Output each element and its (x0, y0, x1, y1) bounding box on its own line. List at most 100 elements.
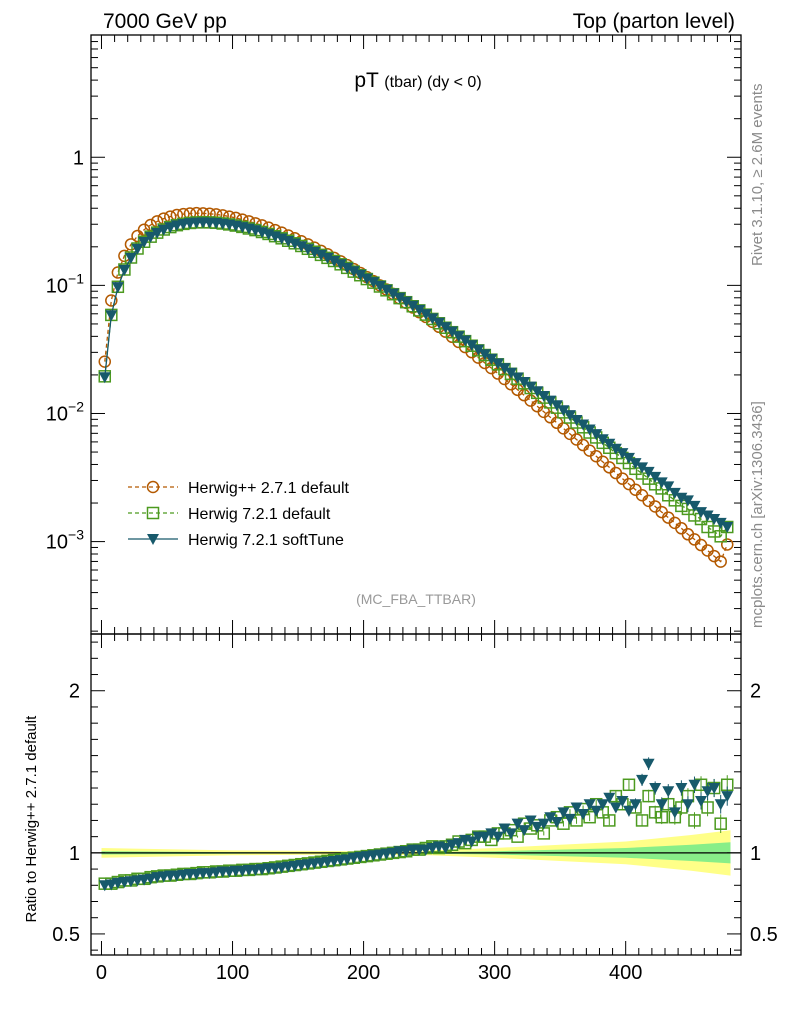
legend-entry: Herwig++ 2.7.1 default (128, 480, 350, 497)
data-point (531, 386, 544, 398)
legend-marker (146, 506, 160, 520)
data-point (596, 434, 609, 446)
data-point (341, 262, 354, 274)
mcplots-label: mcplots.cern.ch [arXiv:1306.3436] (749, 401, 766, 628)
ratio-point (629, 799, 642, 811)
data-point (124, 252, 137, 264)
data-point (151, 227, 164, 239)
data-point (688, 500, 701, 512)
data-point (550, 400, 563, 412)
data-point (459, 335, 472, 347)
data-point (577, 419, 590, 431)
ratio-point (655, 799, 668, 811)
ratio-point (616, 795, 629, 807)
ratio-point (649, 783, 662, 795)
data-point (373, 280, 386, 292)
ratio-point (668, 807, 681, 819)
data-point (491, 358, 504, 370)
ratio-point (439, 843, 452, 854)
data-point (583, 424, 596, 436)
ratio-point (557, 807, 570, 819)
data-point (655, 477, 668, 489)
ratio-y-tick-label-right: 2 (750, 681, 761, 703)
ratio-point (662, 786, 675, 798)
ratio-point (635, 814, 649, 827)
data-point (701, 510, 714, 522)
x-tick-label: 400 (609, 962, 642, 984)
data-point (419, 309, 432, 321)
data-point (426, 313, 439, 325)
data-point (334, 259, 347, 271)
ratio-point (701, 801, 714, 814)
y-tick-label: 10−1 (46, 270, 84, 297)
ratio-point (491, 831, 504, 843)
data-point (328, 255, 341, 267)
data-point (629, 458, 642, 470)
data-point (511, 372, 524, 384)
ratio-point (505, 828, 518, 840)
data-point (354, 269, 367, 281)
ratio-point (596, 799, 609, 811)
header-right: Top (parton level) (573, 10, 735, 33)
data-point (498, 363, 511, 375)
data-point (406, 300, 419, 312)
ratio-point (603, 792, 616, 804)
legend-entry: Herwig 7.2.1 default (128, 506, 331, 523)
ratio-point (636, 774, 649, 786)
data-point (642, 466, 655, 478)
data-point (452, 331, 465, 343)
data-point (157, 224, 170, 236)
ratio-point (688, 814, 701, 827)
data-point (701, 520, 714, 534)
y-tick-label: 1 (73, 147, 84, 169)
ratio-point (465, 836, 478, 848)
y-tick-label: 10−3 (46, 527, 84, 554)
data-point (314, 249, 327, 261)
ratio-point (511, 818, 524, 830)
legend-entry: Herwig 7.2.1 softTune (128, 532, 344, 549)
ratio-y-tick-label-right: 0.5 (750, 924, 778, 946)
ratio-point (622, 805, 635, 817)
data-point (387, 288, 400, 300)
data-point (622, 452, 635, 464)
data-point (393, 292, 406, 304)
data-point (131, 243, 144, 255)
data-point (98, 355, 112, 368)
data-point (649, 471, 662, 483)
x-tick-label: 200 (347, 962, 380, 984)
data-point (544, 395, 557, 407)
data-point (400, 296, 413, 308)
data-point (446, 326, 459, 338)
data-point (105, 310, 118, 322)
legend-label: Herwig 7.2.1 default (188, 506, 331, 523)
data-point (557, 405, 570, 417)
data-point (636, 462, 649, 474)
data-point (367, 277, 380, 289)
data-point (590, 429, 603, 441)
ratio-y-tick-label: 2 (69, 681, 80, 703)
data-point (105, 294, 118, 307)
data-point (695, 507, 708, 519)
data-point (138, 237, 151, 249)
data-point (708, 514, 721, 526)
legend-label: Herwig++ 2.7.1 default (188, 480, 350, 497)
ratio-series-2 (98, 757, 734, 892)
data-point (478, 349, 491, 361)
main-plot: 1 10−1 10−2 10−3 pT (tbar) (dy < 0) (MC_FBA_T… (46, 34, 742, 635)
data-point (668, 487, 681, 499)
data-point (714, 555, 727, 568)
series-3 (98, 217, 734, 533)
ratio-point (570, 802, 583, 814)
ratio-point (452, 838, 465, 850)
ratio-point (642, 789, 655, 803)
ratio-point (714, 799, 727, 811)
header-left: 7000 GeV pp (103, 10, 227, 33)
data-point (485, 353, 498, 365)
ratio-point (550, 817, 563, 829)
data-point (563, 410, 576, 422)
x-tick-label: 300 (478, 962, 511, 984)
ratio-point (603, 814, 616, 827)
ratio-point (577, 808, 590, 820)
legend-marker (147, 534, 159, 545)
data-point (518, 377, 531, 389)
